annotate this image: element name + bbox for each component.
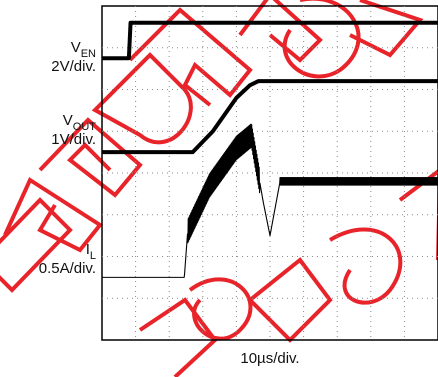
grid (102, 6, 438, 340)
watermark-stroke (128, 7, 253, 107)
watermark-stroke (138, 297, 218, 377)
watermark-stroke (247, 257, 333, 343)
timebase-label: 10µs/div. (240, 350, 300, 367)
watermark-stroke (188, 277, 253, 341)
ven-label-sub: EN (80, 48, 96, 60)
il-trace (101, 123, 438, 278)
vout-label-main: V (62, 112, 73, 129)
vout-scale: 1V/div. (51, 131, 96, 148)
vout-label: VOUT 1V/div. (0, 112, 96, 149)
ven-scale: 2V/div. (51, 58, 96, 75)
watermark-stroke (238, 0, 323, 63)
vout-label-sub: OUT (72, 121, 96, 133)
vout-trace (102, 79, 438, 155)
watermark-stroke (3, 177, 103, 253)
watermark-stroke (328, 227, 403, 305)
il-label: IL 0.5A/div. (0, 241, 96, 278)
ven-label: VEN 2V/div. (0, 39, 96, 76)
watermark-stroke (398, 169, 438, 260)
watermark-stroke (0, 197, 73, 293)
il-label-main: I (85, 241, 90, 258)
watermark-stroke (349, 0, 424, 58)
il-scale: 0.5A/div. (38, 260, 96, 277)
watermark-stroke (38, 117, 143, 198)
watermark-stroke (91, 52, 193, 145)
ven-trace (102, 20, 438, 61)
watermark-stroke (282, 0, 361, 79)
il-label-sub: L (89, 250, 96, 262)
ven-label-main: V (70, 39, 81, 56)
